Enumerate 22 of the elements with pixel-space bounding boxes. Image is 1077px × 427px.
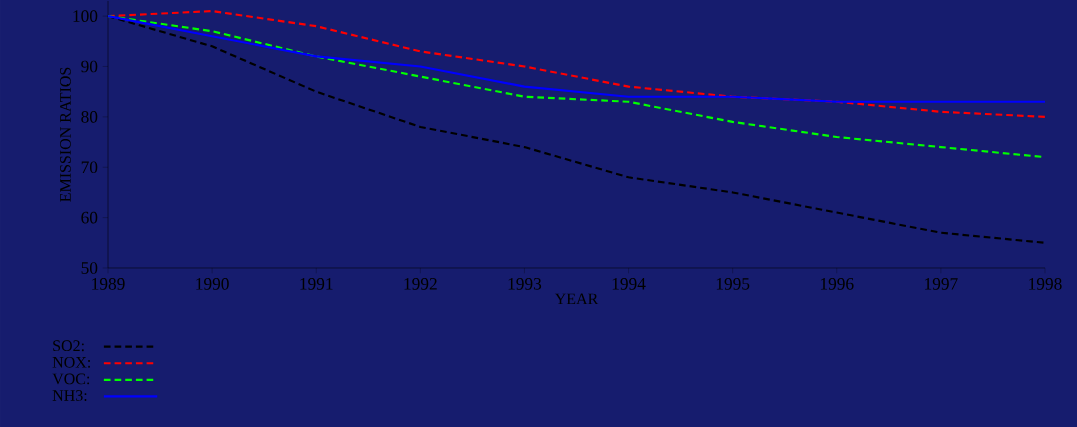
x-tick-label: 1997	[925, 278, 958, 290]
y-tick-label: 70	[81, 161, 98, 174]
y-tick-label: 90	[81, 60, 98, 73]
y-axis-title: EMISSION RATIOS	[60, 67, 71, 202]
legend-label: VOC:	[52, 373, 90, 385]
x-tick-label: 1991	[300, 278, 333, 290]
x-tick-label: 1992	[404, 278, 437, 290]
x-tick-label: 1989	[92, 278, 125, 290]
y-tick-label: 100	[73, 10, 98, 22]
x-tick-label: 1995	[716, 278, 750, 290]
legend-label: NOX:	[52, 356, 90, 368]
x-tick-label: 1994	[612, 278, 646, 290]
x-tick-label: 1990	[196, 278, 229, 290]
legend-label: NH3:	[52, 390, 87, 401]
y-tick-label: 80	[81, 111, 98, 123]
x-axis-title: YEAR	[554, 293, 599, 305]
x-tick-label: 1996	[820, 278, 854, 290]
y-tick-label: 60	[81, 211, 98, 224]
x-tick-label: 1993	[508, 278, 542, 290]
y-tick-label: 50	[81, 262, 98, 274]
legend-label: SO2:	[53, 340, 84, 352]
x-tick-label: 1998	[1029, 278, 1062, 290]
